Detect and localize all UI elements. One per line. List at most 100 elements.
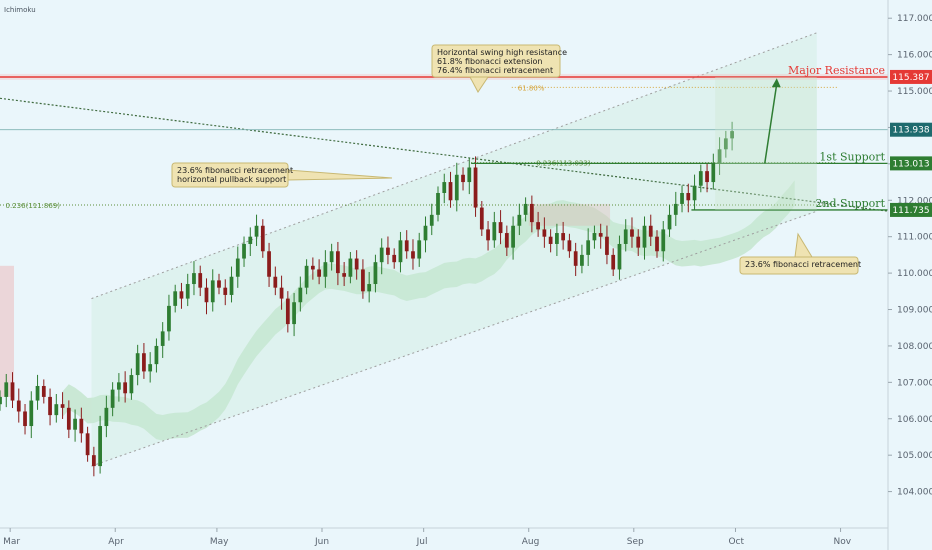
candle-body xyxy=(342,273,347,277)
time-axis-ticks[interactable]: Mar Apr May Jun Jul Aug Sep Oct Nov xyxy=(3,528,852,547)
price-tick-label: 116.000 xyxy=(897,51,932,61)
candle-body xyxy=(154,345,159,365)
candle-body xyxy=(655,236,659,252)
candle-body xyxy=(454,174,459,201)
candle-body xyxy=(35,385,40,401)
candle-body xyxy=(511,225,515,248)
channel-upper-line xyxy=(91,32,817,300)
price-badge xyxy=(890,69,932,84)
price-tick-label: 110.000 xyxy=(897,269,932,279)
candle-body xyxy=(586,240,591,255)
channel-lower-line xyxy=(91,210,817,467)
candle-body xyxy=(573,251,578,266)
candle-body xyxy=(210,280,215,303)
candle-body xyxy=(110,389,115,408)
fib-label: 0.236(111.869) xyxy=(6,202,61,210)
candle-body xyxy=(104,407,109,427)
candle-body xyxy=(567,240,572,252)
callout-box xyxy=(431,44,561,78)
candle-body xyxy=(98,426,102,467)
time-tick-label: Mar xyxy=(3,537,20,547)
candle-body xyxy=(235,258,240,277)
candle-body xyxy=(217,280,221,288)
candle-body xyxy=(642,225,647,248)
current-price-badge-label: 113.938 xyxy=(892,126,929,136)
price-badges: 115.387 113.013 111.735 113.938 xyxy=(890,69,932,217)
candle-body xyxy=(548,236,553,244)
candle-body xyxy=(310,265,315,270)
candle-body xyxy=(167,305,171,332)
projection-arrow-shaft xyxy=(764,83,778,164)
candle-body xyxy=(486,229,490,241)
candle-body xyxy=(529,203,534,223)
candle-body xyxy=(317,269,321,277)
trendlines xyxy=(0,97,889,212)
channel-fill xyxy=(91,32,817,467)
candle-body xyxy=(717,149,722,164)
price-tick-label: 117.000 xyxy=(897,14,932,24)
descending-trendline xyxy=(0,97,889,212)
candle-body xyxy=(561,233,566,241)
candle-body xyxy=(292,302,296,325)
candle-body xyxy=(686,192,691,201)
callout-box xyxy=(739,256,859,275)
candle-body xyxy=(242,243,246,259)
candle-body xyxy=(429,214,434,226)
candle-body xyxy=(29,400,34,427)
candle-body xyxy=(436,192,440,215)
callout-text: 23.6% fibonacci retracement xyxy=(745,260,861,269)
price-badge-label: 113.013 xyxy=(892,159,929,169)
candle-body xyxy=(367,284,372,292)
candle-body xyxy=(54,404,59,416)
candle-body xyxy=(698,171,703,186)
candle-body xyxy=(129,375,134,394)
candle-body xyxy=(555,233,559,244)
time-tick-label: Aug xyxy=(522,537,540,547)
candle-body xyxy=(730,131,734,139)
candle-body xyxy=(329,251,334,263)
price-badge xyxy=(890,156,932,171)
price-tick-label: 105.000 xyxy=(897,451,932,461)
callout-text: 23.6% fibonacci retracement xyxy=(177,166,293,175)
candle-body xyxy=(66,407,71,430)
price-tick-label: 106.000 xyxy=(897,415,932,425)
candle-body xyxy=(473,167,478,208)
candle-body xyxy=(648,225,653,237)
fib-label: 61.80% xyxy=(518,84,545,92)
candle-body xyxy=(223,287,228,295)
candle-body xyxy=(354,258,359,270)
candle-body xyxy=(0,396,2,405)
candle-body xyxy=(148,364,153,372)
candle-body xyxy=(479,207,484,230)
cloud-bearish-early xyxy=(0,265,14,397)
price-badge-label: 115.387 xyxy=(892,73,929,83)
candle-body xyxy=(673,203,678,215)
candle-body xyxy=(492,222,497,241)
price-tick-label: 112.000 xyxy=(897,196,932,206)
candle-body xyxy=(448,182,453,201)
candle-body xyxy=(711,163,716,183)
candle-body xyxy=(60,404,65,408)
candle-body xyxy=(536,222,540,230)
price-tick-label: 108.000 xyxy=(897,342,932,352)
price-axis-panel[interactable] xyxy=(888,0,932,550)
candle-body xyxy=(617,243,622,270)
candle-body xyxy=(10,382,15,401)
callout-text: Horizontal swing high resistance xyxy=(437,48,567,57)
candle-body xyxy=(348,258,353,277)
candle-body xyxy=(667,214,672,230)
time-tick-label: May xyxy=(210,537,229,547)
candle-body xyxy=(23,411,27,427)
candle-body xyxy=(267,251,271,277)
price-tick-label: 104.000 xyxy=(897,488,932,498)
candle-body xyxy=(498,222,503,234)
candle-body xyxy=(198,273,203,288)
price-tick-label: 107.000 xyxy=(897,378,932,388)
candle-body xyxy=(229,276,234,295)
level-label: 1st Support xyxy=(819,150,885,163)
candle-body xyxy=(411,251,415,259)
candle-body xyxy=(260,225,265,252)
time-tick-label: Nov xyxy=(834,537,852,547)
